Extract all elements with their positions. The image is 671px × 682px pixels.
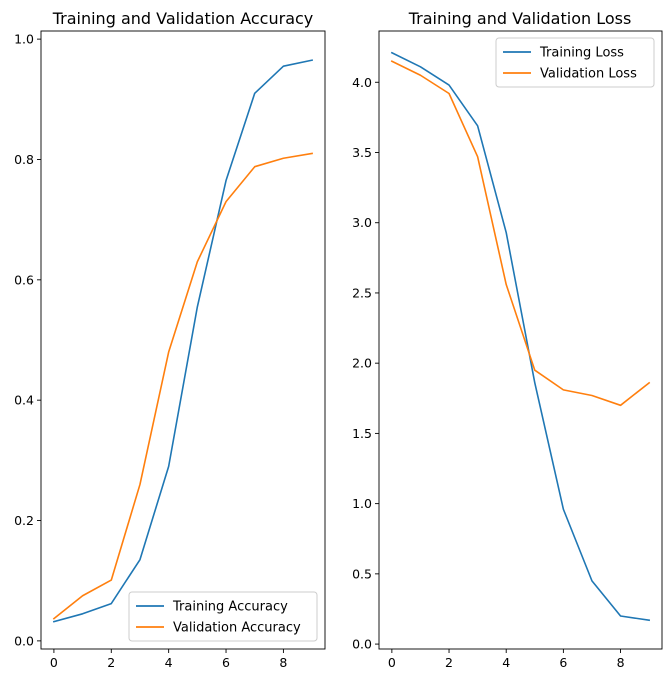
accuracy-y-tick-label: 0.4: [14, 393, 34, 408]
loss-y-tick-label: 4.0: [352, 75, 372, 90]
loss-plot-lines: [390, 51, 651, 622]
loss-x-tick-label: 2: [445, 655, 453, 670]
loss-legend: Training Loss Validation Loss: [495, 37, 655, 88]
accuracy-legend-box: [128, 591, 318, 642]
accuracy-plot-frame: [40, 30, 326, 650]
accuracy-y-tick-label: 0.6: [14, 272, 34, 287]
accuracy-plot-title: Training and Validation Accuracy: [52, 9, 314, 28]
accuracy-y-tick-label: 1.0: [14, 32, 34, 47]
loss-series-line-training: [390, 51, 651, 622]
loss-y-tick-label: 3.5: [352, 145, 372, 160]
loss-legend-label: Training Loss: [539, 46, 624, 61]
accuracy-plot-ticks: 0 2 4 6 8 0.0 0.2 0.4 0.6 0.8 1.0: [14, 32, 287, 670]
accuracy-plot-lines: [52, 59, 314, 623]
loss-plot: Training and Validation Loss 0 2 4 6 8 0.0 0.5…: [352, 9, 663, 670]
loss-y-tick-label: 2.0: [352, 356, 372, 371]
loss-legend-box: [495, 37, 655, 88]
accuracy-series-line-training: [52, 59, 314, 623]
accuracy-series-line-validation: [52, 152, 314, 620]
loss-y-tick-label: 1.5: [352, 426, 372, 441]
loss-plot-ticks: 0 2 4 6 8 0.0 0.5 1.0 1.5 2.0 2.5 3.0 3.5 4.0: [352, 75, 624, 670]
loss-y-tick-label: 3.0: [352, 215, 372, 230]
loss-y-tick-label: 2.5: [352, 285, 372, 300]
loss-y-tick-label: 1.0: [352, 496, 372, 511]
accuracy-legend-label: Training Accuracy: [172, 600, 288, 615]
accuracy-y-tick-label: 0.0: [14, 633, 34, 648]
accuracy-x-tick-label: 4: [165, 655, 173, 670]
loss-legend-label: Validation Loss: [540, 67, 637, 82]
loss-series-line-validation: [390, 60, 651, 407]
loss-y-tick-label: 0.5: [352, 566, 372, 581]
loss-x-tick-label: 4: [502, 655, 510, 670]
accuracy-plot: Training and Validation Accuracy 0 2 4 6 8 0.…: [14, 9, 326, 670]
loss-y-tick-label: 0.0: [352, 637, 372, 652]
accuracy-x-tick-label: 8: [279, 655, 287, 670]
accuracy-x-tick-label: 2: [107, 655, 115, 670]
loss-plot-title: Training and Validation Loss: [408, 9, 632, 28]
loss-x-tick-label: 0: [388, 655, 396, 670]
accuracy-y-tick-label: 0.2: [14, 513, 34, 528]
loss-plot-frame: [378, 30, 663, 650]
accuracy-legend: Training Accuracy Validation Accuracy: [128, 591, 318, 642]
loss-x-tick-label: 8: [617, 655, 625, 670]
accuracy-y-tick-label: 0.8: [14, 152, 34, 167]
accuracy-legend-label: Validation Accuracy: [173, 621, 301, 636]
accuracy-x-tick-label: 6: [222, 655, 230, 670]
loss-x-tick-label: 6: [559, 655, 567, 670]
accuracy-x-tick-label: 0: [50, 655, 58, 670]
